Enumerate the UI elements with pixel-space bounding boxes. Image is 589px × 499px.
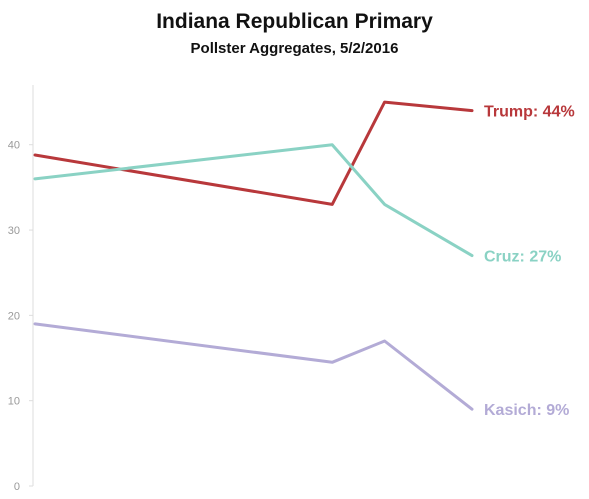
chart-subtitle: Pollster Aggregates, 5/2/2016: [190, 40, 399, 57]
series-line-trump: [33, 100, 474, 206]
y-tick-label: 20: [8, 310, 20, 322]
series-line-cruz: [33, 143, 474, 258]
series-label-trump: Trump: 44%: [484, 104, 575, 121]
chart-title: Indiana Republican Primary: [156, 10, 433, 33]
series-label-kasich: Kasich: 9%: [484, 402, 569, 419]
y-tick-label: 40: [8, 140, 20, 152]
y-tick-label: 0: [14, 481, 20, 493]
y-tick-label: 10: [8, 396, 20, 408]
y-tick-label: 30: [8, 225, 20, 237]
series-label-cruz: Cruz: 27%: [484, 249, 561, 266]
series-lines: [33, 100, 474, 411]
series-line-kasich: [33, 322, 474, 411]
series-labels: Trump: 44% Cruz: 27% Kasich: 9%: [484, 104, 575, 420]
y-axis: 0 10 20 30 40: [8, 85, 34, 493]
